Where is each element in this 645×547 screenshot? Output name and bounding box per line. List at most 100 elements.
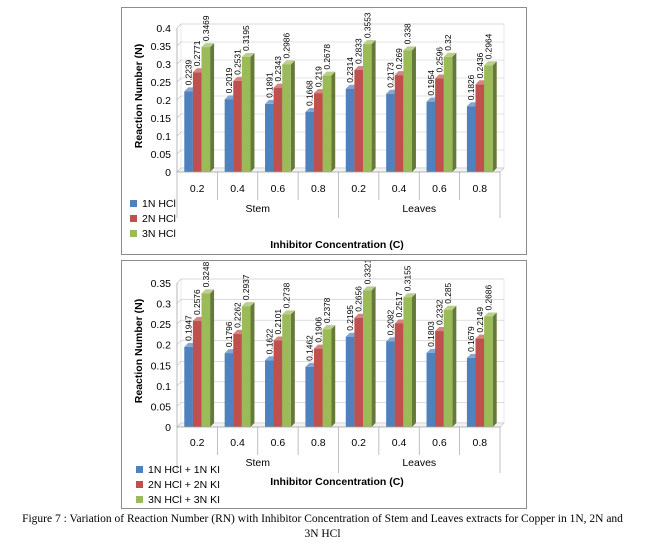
bar-top	[362, 40, 376, 45]
bar-side	[331, 325, 336, 427]
data-label: 0.2082	[385, 309, 395, 335]
data-label: 0.2531	[233, 49, 243, 75]
bar-top	[241, 52, 255, 57]
data-label: 0.2019	[224, 67, 234, 93]
chart-hcl: 0 0.05 0.1 0.15 0.2 0.25 0.3 0.35 0.4 0.2239 0.201…	[121, 7, 527, 255]
bar-side	[331, 71, 336, 172]
data-label: 0.2738	[282, 282, 292, 308]
data-label: 0.2101	[273, 309, 283, 335]
x-tick-label: 0.6	[271, 437, 286, 449]
group-label: Stem	[245, 457, 270, 469]
bar-front	[443, 56, 453, 172]
legend-label: 3N HCl + 3N KI	[148, 494, 220, 506]
bar-front	[345, 88, 355, 172]
bar-top	[362, 286, 376, 291]
bar-side	[250, 52, 255, 173]
data-label: 0.2771	[192, 40, 202, 66]
gridline-depth	[176, 340, 182, 345]
bar-top	[484, 61, 497, 66]
gridline-depth	[176, 402, 182, 407]
bar-front	[362, 290, 372, 427]
bar-front	[241, 306, 251, 427]
gridline-depth	[176, 299, 182, 304]
x-tick-label: 0.2	[190, 437, 205, 449]
data-label: 0.1906	[313, 317, 323, 343]
y-tick-label: 0	[165, 167, 171, 179]
chart-hcl-ki-svg: 00.050.10.150.20.250.30.350.1947 0.1796 0.…	[133, 261, 505, 506]
y-tick-label: 0.25	[151, 77, 172, 89]
bar-side	[210, 43, 215, 173]
data-label: 0.2576	[192, 289, 202, 315]
gridline-depth	[176, 278, 182, 284]
bar-front	[273, 87, 283, 172]
bar-front	[443, 309, 453, 427]
x-tick-label: 0.2	[351, 183, 366, 195]
bar-front	[233, 333, 242, 427]
y-tick-label: 0.05	[151, 149, 172, 161]
bar-side	[290, 60, 295, 173]
data-label: 0.2656	[354, 286, 364, 312]
bar-top	[241, 302, 255, 307]
x-axis-title: Inhibitor Concentration (C)	[270, 476, 404, 488]
bar-side	[210, 289, 215, 427]
bar-front	[345, 336, 355, 427]
gridline-depth	[176, 381, 182, 387]
data-label: 0.1796	[224, 321, 234, 347]
data-label: 0.1622	[264, 328, 274, 354]
legend-swatch	[136, 496, 143, 503]
group-label: Leaves	[402, 203, 436, 215]
gridline-depth	[176, 95, 182, 101]
bar-side	[492, 312, 497, 427]
bar-front	[282, 64, 291, 172]
data-label: 0.2378	[322, 297, 332, 323]
y-tick-label: 0.1	[156, 131, 171, 143]
bar-front	[403, 297, 412, 427]
bar	[282, 60, 295, 173]
bar-front	[233, 80, 242, 172]
bar-front	[394, 75, 404, 172]
bar	[443, 52, 457, 172]
bar-front	[354, 317, 363, 427]
data-label: 0.2517	[394, 291, 404, 317]
x-tick-label: 0.6	[432, 183, 447, 195]
chart-hcl-ki: 0 0.05 0.1 0.15 0.2 0.25 0.3 0.35 0.1947 0.1796 0.…	[121, 260, 527, 509]
bar	[282, 310, 295, 427]
legend-swatch	[136, 466, 143, 473]
y-tick-label: 0.25	[151, 319, 172, 331]
x-tick-label: 0.8	[311, 183, 326, 195]
legend-label: 2N HCl	[142, 213, 176, 225]
bar	[201, 289, 215, 427]
y-tick-label: 0.3	[156, 59, 171, 71]
chart-hcl-svg: 0 0.05 0.1 0.15 0.2 0.25 0.3 0.35 0.4 0.2239 0.201…	[130, 12, 505, 251]
bar-front	[403, 50, 412, 172]
gridline-depth	[176, 77, 182, 83]
bar-front	[484, 316, 493, 427]
bar-front	[192, 72, 202, 172]
bar-front	[322, 75, 332, 172]
bar-side	[290, 310, 295, 427]
bar	[241, 52, 255, 173]
gridline-depth	[176, 41, 182, 47]
y-axis-title: Reaction Number (N)	[133, 44, 145, 148]
legend-swatch	[136, 481, 143, 488]
data-label: 0.2149	[475, 307, 485, 333]
data-label: 0.2314	[345, 57, 355, 83]
x-tick-label: 0.4	[392, 183, 407, 195]
bar-front	[184, 346, 193, 427]
figure-caption: Figure 7 : Variation of Reaction Number …	[0, 512, 645, 542]
bar-front	[201, 293, 211, 427]
bar	[322, 325, 336, 427]
caption-line-2: 3N HCl	[304, 528, 341, 540]
x-tick-label: 0.6	[432, 437, 447, 449]
bar-top	[403, 46, 416, 51]
bar-front	[466, 106, 476, 172]
bar-top	[201, 43, 215, 48]
group-label: Stem	[245, 203, 270, 215]
x-tick-label: 0.4	[230, 183, 245, 195]
bar	[322, 71, 336, 172]
bar	[403, 46, 416, 172]
bar	[484, 61, 497, 172]
bar-side	[452, 305, 457, 427]
bar-front	[282, 314, 291, 427]
legend-swatch	[130, 200, 137, 207]
